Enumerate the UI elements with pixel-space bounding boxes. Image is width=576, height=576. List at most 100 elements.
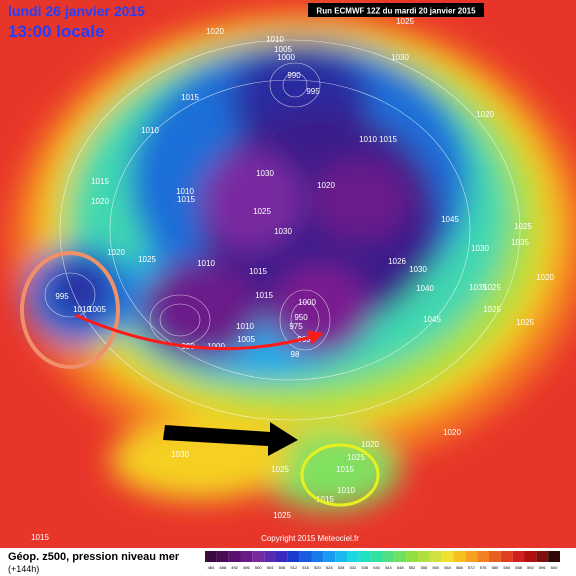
scale-label: 548 bbox=[397, 565, 404, 570]
scale-swatch bbox=[347, 551, 359, 562]
pressure-label: 1025 bbox=[253, 207, 271, 216]
pressure-label: 1015 bbox=[255, 291, 273, 300]
low-circle bbox=[20, 251, 120, 369]
scale-label: 492 bbox=[231, 565, 238, 570]
scale-swatch bbox=[548, 551, 560, 562]
run: Run ECMWF 12Z du mardi 20 janvier 2015 bbox=[316, 7, 476, 16]
scale-label: 500 bbox=[255, 565, 262, 570]
scale-label: 532 bbox=[350, 565, 357, 570]
pressure-label: 1005 bbox=[274, 45, 292, 54]
pressure-label: 1015 bbox=[316, 495, 334, 504]
pressure-label: 1015 bbox=[91, 177, 109, 186]
pressure-label: 1010 bbox=[73, 305, 91, 314]
pressure-label: 1030 bbox=[256, 169, 274, 178]
scale-label: 584 bbox=[503, 565, 510, 570]
scale-label: 504 bbox=[267, 565, 274, 570]
scale-label: 588 bbox=[515, 565, 522, 570]
scale-swatch bbox=[240, 551, 253, 562]
pressure-label: 990 bbox=[287, 71, 301, 80]
isobars bbox=[44, 39, 521, 421]
pressure-label: 1025 bbox=[396, 17, 414, 26]
scale-swatch bbox=[382, 551, 395, 562]
scale-swatch bbox=[252, 551, 265, 562]
pressure-label: 950 bbox=[294, 313, 308, 322]
scale-swatch bbox=[429, 551, 442, 562]
scale-label: 524 bbox=[326, 565, 333, 570]
lead-time: (+144h) bbox=[8, 564, 39, 574]
scale-label: 516 bbox=[302, 565, 309, 570]
pressure-label: 995 bbox=[55, 292, 69, 301]
pressure-label: 1035 bbox=[511, 238, 529, 247]
pressure-label: 1010 bbox=[266, 35, 284, 44]
scale-label: 568 bbox=[456, 565, 463, 570]
footer-title: Géop. z500, pression niveau mer bbox=[8, 551, 180, 563]
scale-label: 556 bbox=[421, 565, 428, 570]
pressure-label: 1045 bbox=[423, 315, 441, 324]
scale-swatch bbox=[299, 551, 312, 562]
scale-swatch bbox=[418, 551, 430, 562]
scale-label: 576 bbox=[480, 565, 487, 570]
pressure-label: 1015 bbox=[249, 267, 267, 276]
pressure-label: 1015 bbox=[31, 533, 49, 542]
pressure-label: 1010 bbox=[197, 259, 215, 268]
red-arrow bbox=[74, 313, 324, 351]
pressure-label: 1000 bbox=[298, 298, 316, 307]
pressure-label: 98 bbox=[291, 350, 300, 359]
scale-swatch bbox=[358, 551, 371, 562]
pressure-label: 1010 bbox=[141, 126, 159, 135]
pressure-label: 1025 bbox=[483, 305, 501, 314]
scale-label: 552 bbox=[409, 565, 416, 570]
pressure-label: 1015 bbox=[379, 135, 397, 144]
scale-label: 540 bbox=[373, 565, 380, 570]
scale-swatch bbox=[489, 551, 501, 562]
scale-label: 528 bbox=[338, 565, 345, 570]
scale-label: 536 bbox=[361, 565, 368, 570]
scale-swatch bbox=[477, 551, 489, 562]
scale-label: 508 bbox=[279, 565, 286, 570]
pressure-label: 1025 bbox=[273, 511, 291, 520]
pressure-label: 1020 bbox=[536, 273, 554, 282]
scale-label: 488 bbox=[219, 565, 226, 570]
pressure-label: 1010 bbox=[337, 486, 355, 495]
scale-swatch bbox=[228, 551, 241, 562]
pressure-label: 975 bbox=[289, 322, 303, 331]
pressure-label: 1020 bbox=[361, 440, 379, 449]
date: lundi 26 janvier 2015 bbox=[8, 3, 145, 19]
scale-label: 592 bbox=[527, 565, 534, 570]
pressure-label: 1025 bbox=[138, 255, 156, 264]
scale-label: 520 bbox=[314, 565, 321, 570]
pressure-label: 1015 bbox=[181, 93, 199, 102]
scale-swatch bbox=[524, 551, 537, 562]
scale-label: 484 bbox=[208, 565, 215, 570]
pressure-label: 1020 bbox=[476, 110, 494, 119]
copyright: Copyright 2015 Meteociel.fr bbox=[261, 534, 359, 543]
run-box bbox=[308, 3, 484, 17]
scale-swatch bbox=[216, 551, 229, 562]
scale-swatch bbox=[536, 551, 549, 562]
pressure-label: 1035 bbox=[469, 283, 487, 292]
pressure-label: 1020 bbox=[317, 181, 335, 190]
pressure-label: 1015 bbox=[336, 465, 354, 474]
scale-swatch bbox=[311, 551, 324, 562]
scale-swatch bbox=[394, 551, 407, 562]
pressure-label: 1020 bbox=[443, 428, 461, 437]
pressure-label: 1030 bbox=[274, 227, 292, 236]
scale-label: 560 bbox=[432, 565, 439, 570]
scale-label: 596 bbox=[539, 565, 546, 570]
high-circle bbox=[300, 443, 380, 507]
pressure-label: 1010 bbox=[359, 135, 377, 144]
scale-swatch bbox=[370, 551, 383, 562]
pressure-label: 1045 bbox=[441, 215, 459, 224]
pressure-label: 1030 bbox=[409, 265, 427, 274]
scale-swatch bbox=[441, 551, 454, 562]
pressure-label: 1000 bbox=[277, 53, 295, 62]
scale-label: 544 bbox=[385, 565, 392, 570]
scale-label: 564 bbox=[444, 565, 451, 570]
scale-swatch bbox=[453, 551, 466, 562]
scale-swatch bbox=[335, 551, 347, 562]
pressure-label: 1040 bbox=[416, 284, 434, 293]
pressure-label: 1030 bbox=[391, 53, 409, 62]
pressure-labels: 1020101010051000102510309909951015101010… bbox=[31, 17, 554, 542]
pressure-label: 1005 bbox=[237, 335, 255, 344]
